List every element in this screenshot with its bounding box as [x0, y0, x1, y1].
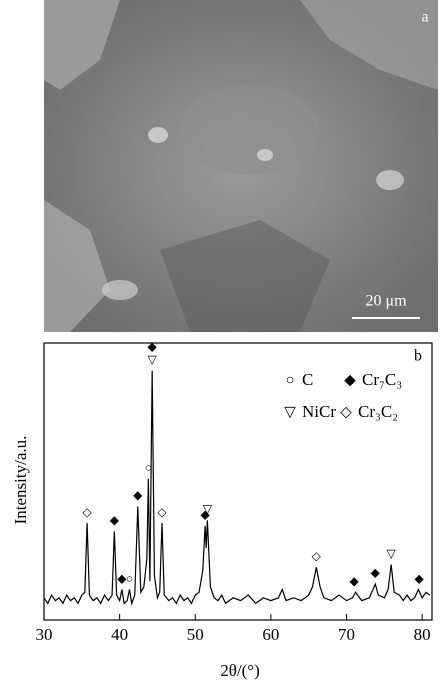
legend-symbol: ▽: [284, 404, 296, 420]
peak-marker: ◆: [200, 508, 210, 522]
legend-label: NiCr: [302, 402, 336, 421]
legend-label: Cr₇C₃: [362, 370, 402, 389]
peak-marker: ◇: [157, 505, 167, 519]
x-tick-label: 80: [414, 625, 431, 644]
peak-marker: ○: [126, 571, 133, 585]
x-tick-label: 30: [36, 625, 53, 644]
peak-marker: ▽: [387, 546, 397, 560]
panel-label: a: [421, 9, 428, 26]
plot-frame: [43, 342, 433, 621]
peak-marker: ○: [145, 460, 152, 474]
peak-marker: ◆: [133, 488, 143, 502]
peak-marker: ◆: [415, 571, 425, 585]
x-tick-label: 70: [338, 625, 355, 644]
peak-marker: ◇: [82, 505, 92, 519]
peak-marker: ◆: [117, 571, 127, 585]
legend-symbol: ◆: [344, 372, 356, 388]
peak-marker: ◆: [110, 513, 120, 527]
peak-marker: ▽: [148, 352, 158, 366]
peak-marker: ◆: [148, 339, 158, 353]
legend-label: Cr₃C₂: [358, 402, 398, 421]
peak-marker: ◆: [349, 574, 359, 588]
scale-bar-label: 20 μm: [365, 293, 407, 310]
peak-marker: ◇: [312, 549, 322, 563]
peak-marker: ▽: [203, 502, 213, 516]
x-tick-label: 50: [187, 625, 204, 644]
peak-marker: ◆: [371, 566, 381, 580]
sem-image: a 20 μm: [44, 0, 438, 332]
legend-symbol: ○: [285, 372, 294, 388]
legend-label: C: [302, 370, 313, 389]
legend-symbol: ◇: [340, 404, 352, 420]
y-axis-label: Intensity/a.u.: [11, 436, 30, 525]
xrd-trace: [43, 370, 431, 606]
panel-label: b: [414, 348, 422, 365]
x-tick-label: 60: [262, 625, 279, 644]
x-axis-label: 2θ/(°): [220, 661, 260, 680]
x-tick-label: 40: [111, 625, 128, 644]
